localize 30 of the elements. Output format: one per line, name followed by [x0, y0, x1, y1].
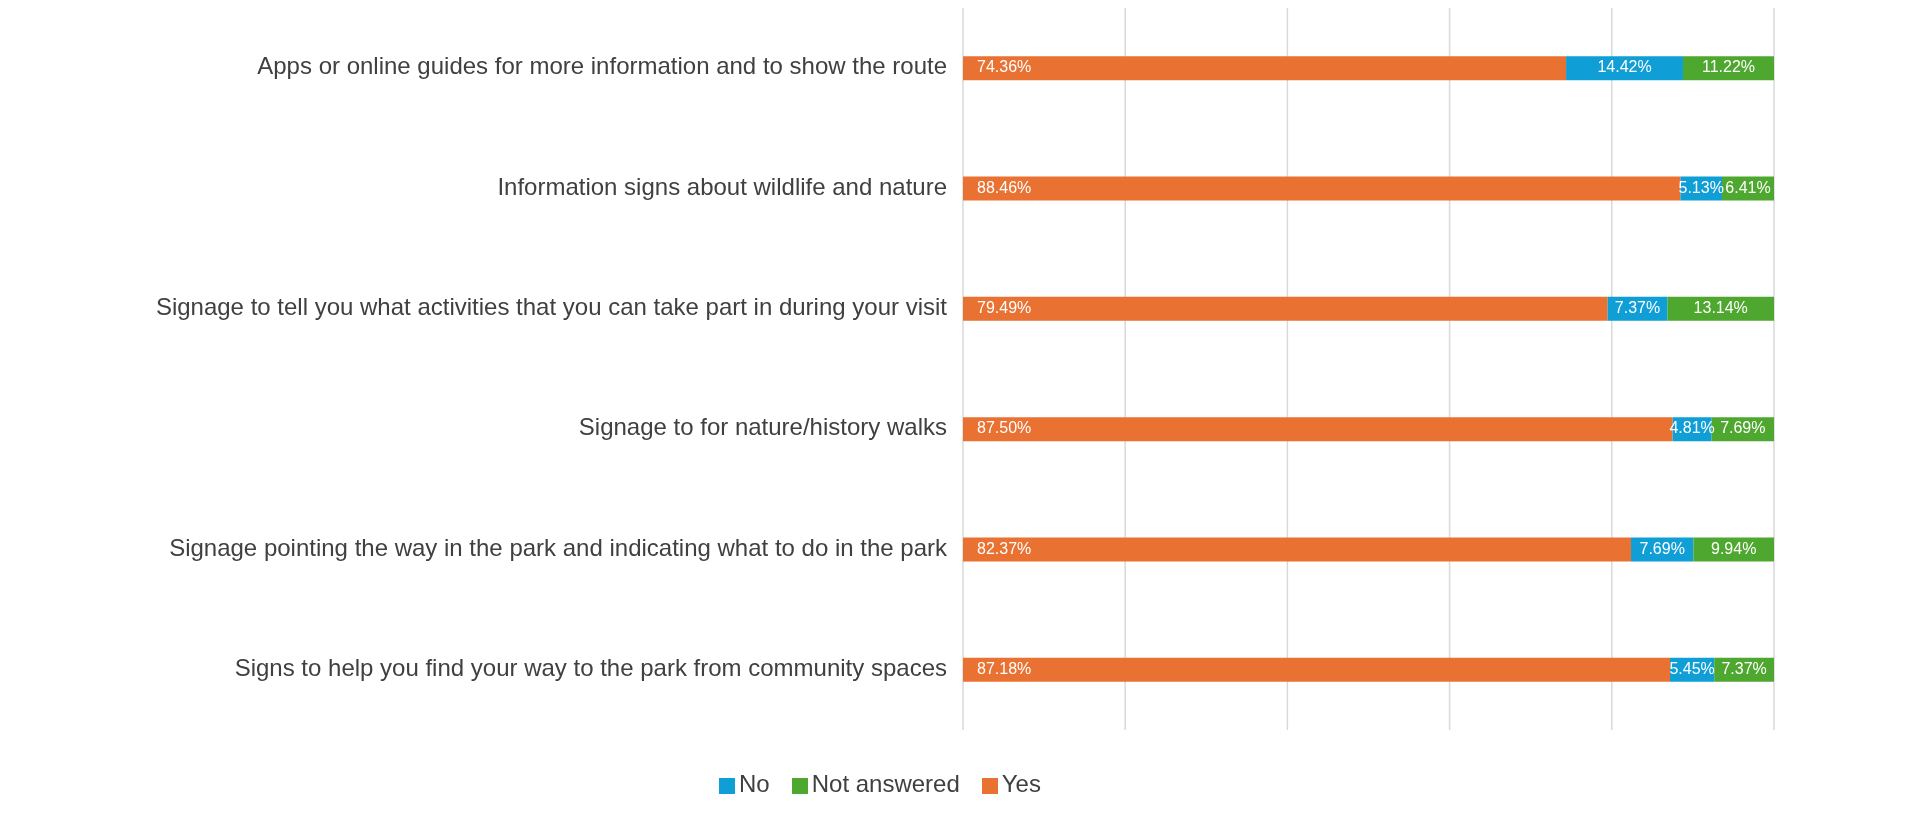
- data-label: 88.46%: [977, 178, 1032, 196]
- data-label: 13.14%: [1693, 299, 1748, 317]
- bar: [963, 296, 1608, 321]
- data-label: 74.36%: [977, 58, 1032, 76]
- data-label: 11.22%: [1701, 58, 1756, 76]
- data-label: 5.45%: [1669, 660, 1715, 678]
- y-tick-label: Apps or online guides for more information and to show the route: [257, 52, 947, 80]
- data-label: 7.37%: [1614, 299, 1661, 317]
- data-label: 87.18%: [977, 660, 1032, 678]
- y-tick-label: Information signs about wildlife and nature: [497, 172, 947, 200]
- y-tick-label: Signage to tell you what activities that you can take part in during your visit: [155, 293, 948, 321]
- data-label: 7.69%: [1720, 419, 1766, 437]
- legend-label: Yes: [1001, 770, 1041, 797]
- legend-label: No: [739, 770, 770, 797]
- bar: [963, 56, 1567, 81]
- data-label: 87.50%: [977, 419, 1032, 437]
- y-tick-label: Signs to help you find your way to the park from community spaces: [234, 654, 947, 682]
- data-label: 9.94%: [1711, 539, 1757, 557]
- data-label: 7.37%: [1721, 660, 1767, 678]
- legend-label: Not answered: [811, 770, 960, 797]
- y-tick-label: Signage pointing the way in the park and indicating what to do in the park: [169, 533, 948, 561]
- data-label: 6.41%: [1725, 178, 1771, 196]
- y-tick-label: Signage to for nature/history walks: [578, 413, 947, 441]
- bar: [963, 176, 1681, 201]
- data-label: 79.49%: [977, 299, 1032, 317]
- data-label: 7.69%: [1639, 539, 1685, 557]
- data-label: 14.42%: [1597, 58, 1652, 76]
- data-label: 82.37%: [977, 539, 1032, 557]
- bar: [963, 657, 1671, 682]
- bar: [963, 537, 1632, 562]
